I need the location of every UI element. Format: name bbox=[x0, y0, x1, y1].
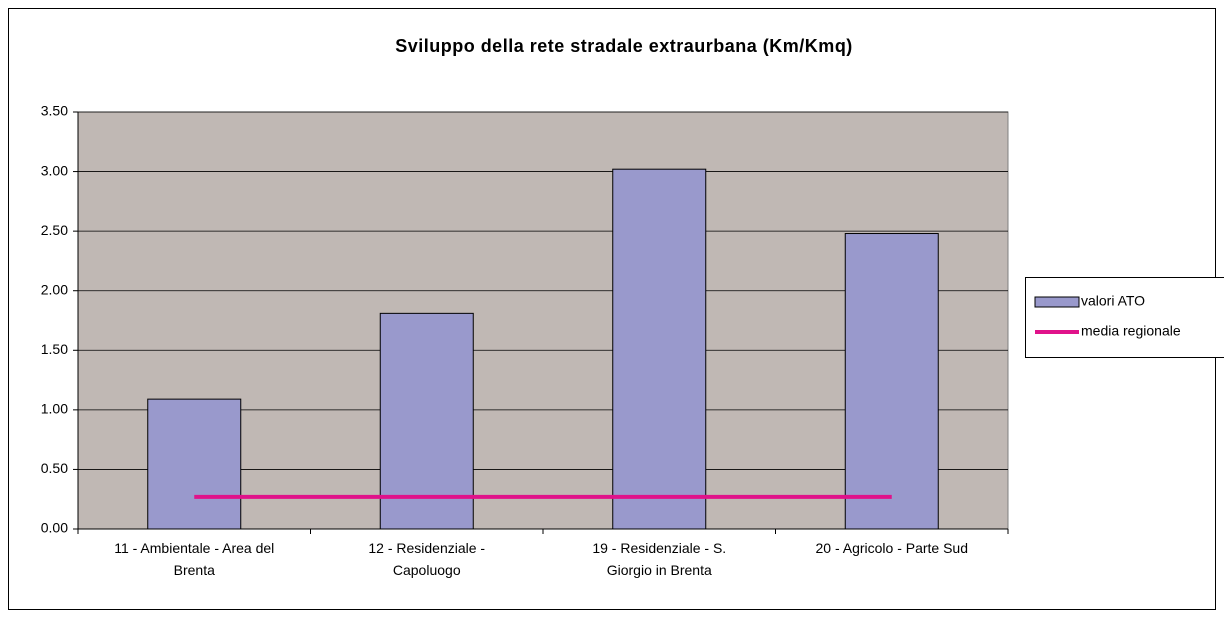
y-tick-label: 3.50 bbox=[41, 103, 68, 119]
y-tick-label: 3.00 bbox=[41, 162, 68, 178]
bar bbox=[844, 233, 939, 530]
bar bbox=[379, 312, 474, 530]
x-tick-label: 19 - Residenziale - S. Giorgio in Brenta bbox=[592, 540, 726, 578]
x-tick-label: 12 - Residenziale - Capoluogo bbox=[368, 540, 485, 578]
y-tick-label: 0.50 bbox=[41, 460, 68, 476]
x-tick-label: 20 - Agricolo - Parte Sud bbox=[815, 540, 968, 556]
bar bbox=[147, 398, 242, 530]
x-tick-label-line: 19 - Residenziale - S. bbox=[592, 540, 726, 556]
legend-swatch bbox=[1034, 296, 1080, 308]
x-tick-label-line: 12 - Residenziale - bbox=[368, 540, 485, 556]
x-tick-label: 11 - Ambientale - Area del Brenta bbox=[114, 540, 274, 578]
legend-box bbox=[1025, 277, 1224, 358]
x-tick-label-line: Capoluogo bbox=[393, 562, 461, 578]
y-tick-label: 1.50 bbox=[41, 341, 68, 357]
y-tick-label: 1.00 bbox=[41, 401, 68, 417]
x-tick-label-line: 11 - Ambientale - Area del bbox=[114, 540, 274, 556]
y-tick-label: 2.00 bbox=[41, 281, 68, 297]
chart-title: Sviluppo della rete stradale extraurbana… bbox=[395, 36, 853, 56]
y-tick-label: 2.50 bbox=[41, 222, 68, 238]
legend-label: valori ATO bbox=[1081, 293, 1145, 309]
y-tick-label: 0.00 bbox=[41, 520, 68, 536]
x-tick-label-line: 20 - Agricolo - Parte Sud bbox=[815, 540, 968, 556]
x-tick-label-line: Giorgio in Brenta bbox=[607, 562, 712, 578]
bar bbox=[612, 168, 707, 530]
x-tick-label-line: Brenta bbox=[174, 562, 215, 578]
legend-label: media regionale bbox=[1081, 323, 1181, 339]
